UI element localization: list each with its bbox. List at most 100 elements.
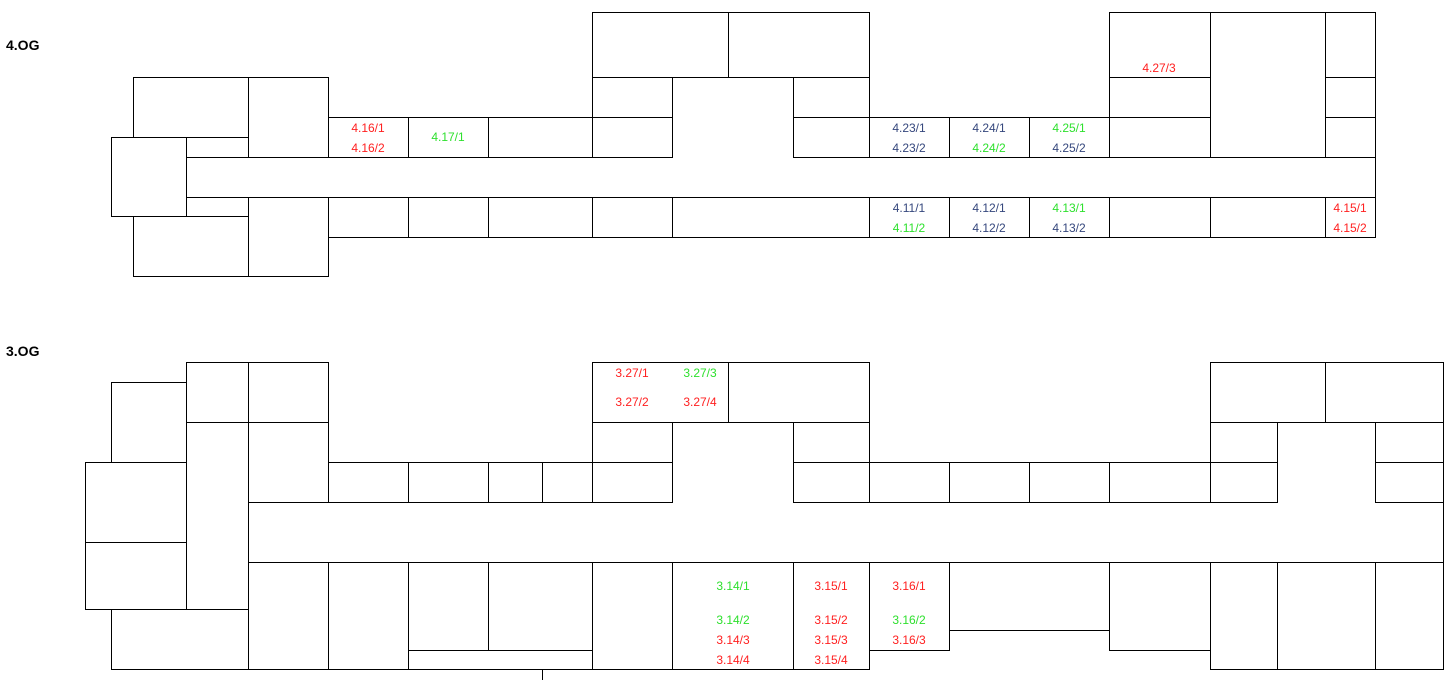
room-label-4-23-1: 4.23/1: [892, 121, 926, 135]
room: [408, 197, 489, 238]
room: [592, 422, 673, 463]
room-label-4-23-2: 4.23/2: [892, 141, 926, 155]
room: [186, 362, 249, 423]
room-label-4-24-1: 4.24/1: [972, 121, 1006, 135]
room-label-4-15-1: 4.15/1: [1333, 201, 1367, 215]
room-label-4-15-2: 4.15/2: [1333, 221, 1367, 235]
room: [1210, 422, 1278, 463]
room-label-3-15-3: 3.15/3: [814, 633, 848, 647]
room-outlines: [85, 12, 1444, 680]
room-label-3-16-1: 3.16/1: [892, 579, 926, 593]
room: [488, 562, 593, 651]
room: [592, 12, 729, 78]
room-label-3-15-2: 3.15/2: [814, 613, 848, 627]
room: [111, 609, 249, 670]
room-label-3-15-1: 3.15/1: [814, 579, 848, 593]
room-label-3-15-4: 3.15/4: [814, 653, 848, 667]
room-label-3-27-3: 3.27/3: [683, 366, 717, 380]
room: [248, 77, 329, 158]
room: [488, 117, 593, 158]
room: [408, 462, 489, 503]
room-label-3-16-3: 3.16/3: [892, 633, 926, 647]
room: [248, 422, 329, 503]
room: [328, 462, 409, 503]
room-4-13: [1029, 197, 1110, 238]
room: [869, 462, 950, 503]
room-4-17: [408, 117, 489, 158]
room-label-3-16-2: 3.16/2: [892, 613, 926, 627]
room-4-25: [1029, 117, 1110, 158]
room-label-4-12-2: 4.12/2: [972, 221, 1006, 235]
room: [1277, 562, 1376, 670]
room-label-3-14-4: 3.14/4: [716, 653, 750, 667]
room: [1325, 12, 1376, 78]
room: [488, 462, 543, 503]
room-labels: 4.27/3 4.16/1 4.16/2 4.17/1 4.23/1 4.23/2 4.24…: [351, 61, 1367, 667]
room: [408, 562, 489, 651]
room-label-4-25-2: 4.25/2: [1052, 141, 1086, 155]
room: [85, 462, 187, 543]
room: [248, 197, 329, 277]
room: [85, 542, 187, 610]
room-label-4-13-2: 4.13/2: [1052, 221, 1086, 235]
room-3-16: [869, 562, 950, 651]
room: [111, 382, 187, 463]
room: [1210, 462, 1278, 503]
room: [1375, 462, 1444, 503]
room: [1109, 12, 1211, 78]
room-label-4-12-1: 4.12/1: [972, 201, 1006, 215]
room-label-4-25-1: 4.25/1: [1052, 121, 1086, 135]
room: [672, 197, 870, 238]
room-label-4-24-2: 4.24/2: [972, 141, 1006, 155]
room: [592, 562, 673, 670]
room: [592, 462, 673, 503]
room: [133, 216, 249, 277]
room-4-12: [949, 197, 1030, 238]
room: [408, 650, 593, 670]
room: [592, 77, 673, 118]
room: [1375, 562, 1444, 670]
room: [1210, 362, 1326, 423]
room: [949, 462, 1030, 503]
room: [728, 12, 870, 78]
room-label-4-11-2: 4.11/2: [893, 221, 926, 235]
room-label-3-14-1: 3.14/1: [716, 579, 750, 593]
room: [248, 362, 329, 423]
room: [1210, 12, 1326, 158]
room: [1210, 562, 1278, 670]
floor-title-3og: 3.OG: [6, 343, 40, 359]
room: [793, 462, 870, 503]
room: [1325, 117, 1376, 158]
room-label-3-14-3: 3.14/3: [716, 633, 750, 647]
room-label-4-17-1: 4.17/1: [431, 130, 465, 144]
room: [1109, 562, 1211, 651]
room: [949, 562, 1110, 631]
room: [488, 197, 593, 238]
room: [1325, 362, 1444, 423]
room-label-3-27-2: 3.27/2: [615, 395, 649, 409]
room-label-4-27-3: 4.27/3: [1142, 61, 1176, 75]
room-4-11: [869, 197, 950, 238]
room: [328, 197, 409, 238]
room: [1029, 462, 1110, 503]
room: [1325, 77, 1376, 118]
room: [592, 117, 673, 158]
room: [542, 462, 593, 503]
room: [1109, 117, 1211, 158]
room: [111, 137, 187, 217]
room-3-27: [592, 362, 729, 423]
room: [1375, 422, 1444, 463]
floor-title-4og: 4.OG: [6, 37, 40, 53]
room: [1109, 462, 1211, 503]
room-4-24: [949, 117, 1030, 158]
room-3-14: [672, 562, 794, 670]
room: [592, 197, 673, 238]
room: [328, 562, 409, 670]
room-4-23: [869, 117, 950, 158]
room: [1109, 77, 1211, 118]
room: [133, 77, 249, 138]
room-3-15: [793, 562, 870, 670]
room: [186, 422, 249, 610]
room-label-4-16-2: 4.16/2: [351, 141, 385, 155]
